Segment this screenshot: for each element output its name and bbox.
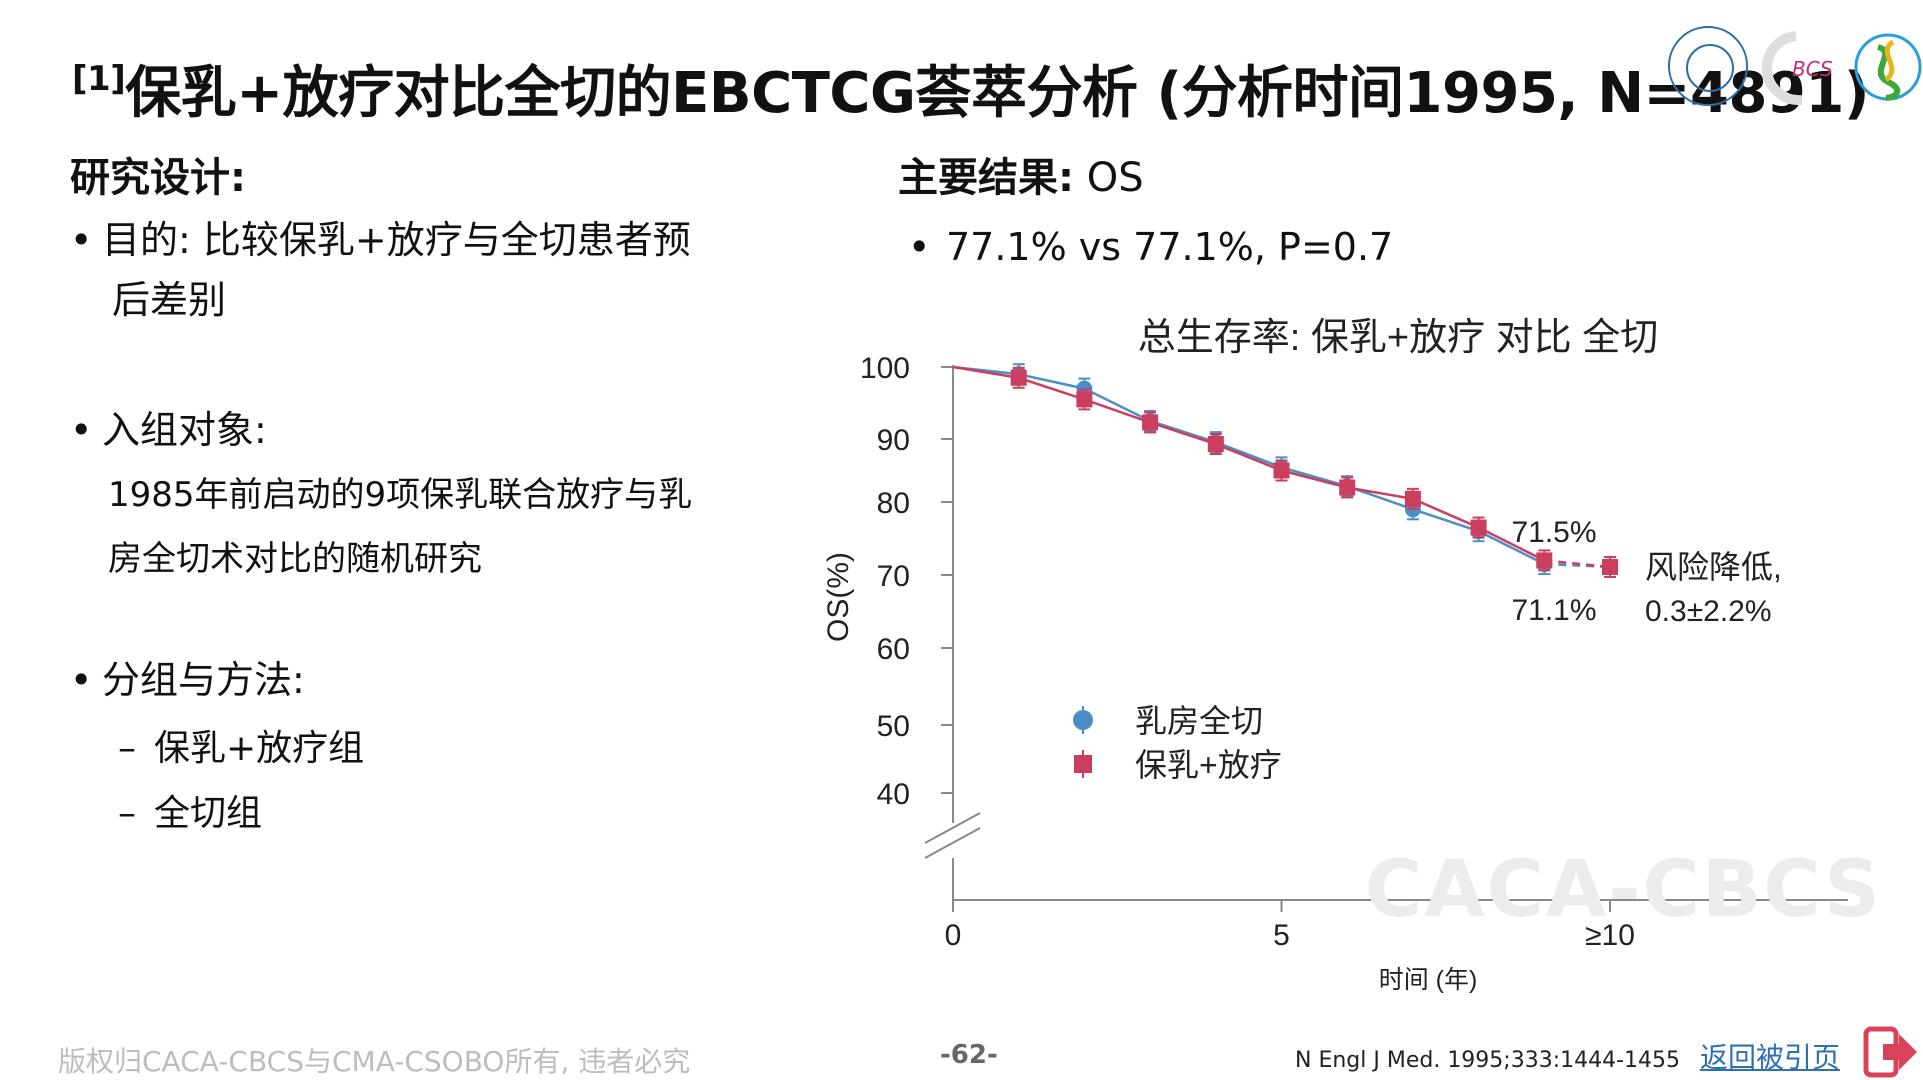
copyright-text: 版权归CACA-CBCS与CMA-CSOBO所有, 违者必究 [58, 1045, 691, 1078]
data-point [1273, 462, 1290, 479]
annotation-note1: 风险降低, [1645, 549, 1782, 585]
legend-marker [1074, 755, 1092, 773]
legend-label: 乳房全切 [1135, 703, 1263, 739]
axis-break-mark [924, 827, 981, 859]
x-tick-label: 0 [945, 919, 962, 952]
axis-break-mark [924, 812, 981, 844]
society-logo-icon [1668, 26, 1748, 106]
data-point [1536, 552, 1553, 569]
y-axis-label: OS(%) [822, 552, 855, 642]
data-point [1076, 380, 1093, 397]
y-tick-label: 70 [877, 560, 910, 593]
series-line [952, 365, 1545, 562]
annotation-upper: 71.5% [1511, 516, 1596, 549]
data-point [1404, 490, 1421, 507]
reference-citation: N Engl J Med. 1995;333:1444-1455 [1295, 1048, 1681, 1073]
x-tick-label: 5 [1273, 919, 1290, 952]
data-point [1010, 369, 1027, 386]
study-design-heading: 研究设计: [70, 155, 246, 201]
return-arrow-icon[interactable] [1863, 1026, 1919, 1078]
legend-label: 保乳+放疗 [1135, 747, 1282, 783]
result-text: 77.1% vs 77.1%, P=0.7 [946, 225, 1394, 269]
y-tick-label: 100 [860, 352, 910, 385]
data-point [1602, 558, 1618, 575]
result-bullet: • 77.1% vs 77.1%, P=0.7 [908, 225, 1394, 269]
data-point [1207, 436, 1224, 453]
svg-text:BCS: BCS [1792, 57, 1833, 81]
data-point [1207, 434, 1224, 451]
data-point [1536, 556, 1553, 573]
main-results-heading: 主要结果: OS [898, 155, 1144, 201]
chart-series [952, 363, 1618, 578]
bcs-logo-icon: BCS [1761, 31, 1833, 106]
csobo-logo-icon [1854, 33, 1922, 101]
groups-label: 分组与方法: [102, 658, 305, 702]
subjects-label: 入组对象: [102, 408, 267, 452]
data-point [1142, 413, 1159, 429]
slide-title: [1]保乳+放疗对比全切的EBCTCG荟萃分析 (分析时间1995, N=489… [72, 48, 1869, 129]
group-item: – 保乳+放疗组 [118, 728, 365, 769]
y-tick-label: 40 [877, 778, 910, 811]
x-axis-label: 时间 (年) [1379, 966, 1478, 994]
bullet-groups: • 分组与方法: [70, 658, 305, 702]
y-tick-label: 90 [877, 424, 910, 457]
data-point [1273, 459, 1290, 476]
data-point [1339, 479, 1356, 496]
data-point [1470, 523, 1487, 540]
back-to-reference-link[interactable]: 返回被引页 [1700, 1041, 1841, 1074]
data-point [1142, 414, 1159, 431]
series-line-dashed [1544, 559, 1611, 569]
page-number: -62- [940, 1040, 998, 1070]
data-point [1602, 558, 1618, 575]
series-line [952, 365, 1545, 566]
group-item: – 全切组 [118, 793, 263, 834]
legend-marker [1073, 710, 1093, 730]
data-point [1076, 391, 1093, 408]
purpose-text-cont: 后差别 [112, 278, 227, 322]
bullet-purpose: • 目的: 比较保乳+放疗与全切患者预 后差别 [70, 210, 750, 330]
title-citation: [1] [72, 59, 126, 99]
watermark: CACA-CBCS [1365, 845, 1883, 935]
y-tick-label: 80 [877, 487, 910, 520]
bullet-subjects: • 入组对象: [70, 408, 267, 452]
y-tick-label: 60 [877, 633, 910, 666]
annotation-note2: 0.3±2.2% [1645, 595, 1772, 628]
title-text: 保乳+放疗对比全切的EBCTCG荟萃分析 (分析时间1995, N=4891) [125, 61, 1869, 126]
data-point [1010, 366, 1027, 383]
data-point [1404, 501, 1421, 518]
data-point [1470, 519, 1487, 536]
y-tick-label: 50 [877, 710, 910, 743]
purpose-text: 目的: 比较保乳+放疗与全切患者预 [102, 218, 691, 262]
subjects-description: 1985年前启动的9项保乳联合放疗与乳 房全切术对比的随机研究 [108, 475, 693, 579]
chart-title: 总生存率: 保乳+放疗 对比 全切 [1138, 317, 1658, 359]
chart-axes [924, 365, 1848, 901]
data-point [1339, 478, 1356, 495]
y-ticks: 100 90 80 70 60 50 40 [860, 352, 953, 811]
annotation-lower: 71.1% [1511, 594, 1596, 627]
series-line-dashed [1544, 562, 1611, 569]
